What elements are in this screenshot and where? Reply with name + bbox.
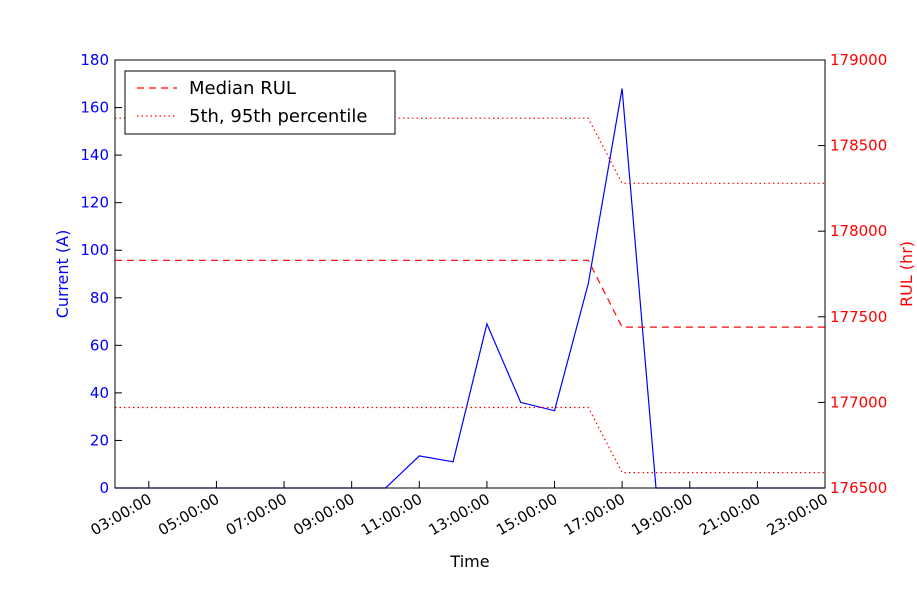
- y-left-tick-label: 40: [90, 384, 109, 402]
- x-tick-label: 13:00:00: [426, 490, 493, 539]
- x-tick-label: 15:00:00: [493, 490, 560, 539]
- legend-label-median: Median RUL: [189, 78, 296, 99]
- y-left-tick-label: 180: [80, 51, 109, 69]
- x-tick-label: 05:00:00: [155, 490, 222, 539]
- legend-label-percentile: 5th, 95th percentile: [189, 106, 367, 127]
- y-axis-label-right: RUL (hr): [897, 241, 916, 307]
- series-line-3: [115, 406, 825, 474]
- y-right-tick-label: 176500: [830, 479, 887, 497]
- series-line-0: [115, 88, 825, 489]
- legend-box: [124, 70, 396, 135]
- y-left-tick-label: 20: [90, 431, 109, 449]
- series-line-2: [115, 117, 825, 184]
- y-right-tick-label: 178500: [830, 137, 887, 155]
- x-axis-label: Time: [449, 552, 489, 571]
- x-tick-label: 03:00:00: [87, 490, 154, 539]
- series-layer: [115, 88, 825, 489]
- y-left-tick-label: 60: [90, 336, 109, 354]
- x-tick-label: 09:00:00: [290, 490, 357, 539]
- y-left-tick-label: 100: [80, 241, 109, 259]
- y-left-tick-label: 80: [90, 289, 109, 307]
- x-tick-label: 21:00:00: [696, 490, 763, 539]
- y-left-tick-label: 160: [80, 99, 109, 117]
- y-right-tick-label: 179000: [830, 51, 887, 69]
- y-right-tick-label: 177500: [830, 308, 887, 326]
- y-right-tick-label: 178000: [830, 222, 887, 240]
- x-tick-label: 11:00:00: [358, 490, 425, 539]
- x-tick-label: 19:00:00: [628, 490, 695, 539]
- y-left-tick-label: 120: [80, 194, 109, 212]
- y-right-tick-label: 177000: [830, 393, 887, 411]
- x-tick-label: 17:00:00: [561, 490, 628, 539]
- y-axis-label-left: Current (A): [53, 230, 72, 319]
- series-line-1: [115, 259, 825, 328]
- plot-frame: [114, 59, 826, 489]
- legend: Median RUL 5th, 95th percentile: [124, 70, 396, 135]
- y-left-tick-label: 0: [99, 479, 109, 497]
- x-tick-label: 23:00:00: [764, 490, 831, 539]
- x-tick-label: 07:00:00: [223, 490, 290, 539]
- y-left-tick-label: 140: [80, 146, 109, 164]
